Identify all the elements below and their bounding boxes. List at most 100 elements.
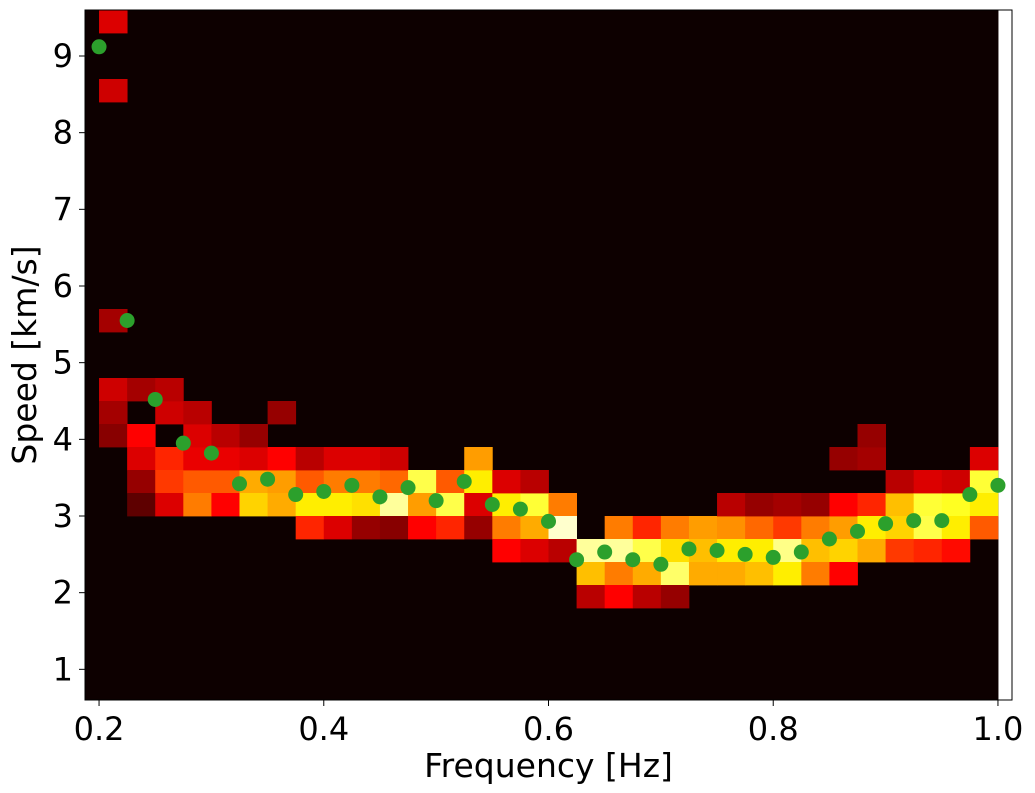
heatmap-cell [127, 424, 156, 448]
heatmap-cell [99, 378, 128, 402]
heatmap-cell [267, 470, 297, 494]
heatmap-cell [99, 79, 128, 103]
heatmap-cell [155, 447, 184, 471]
y-tick-label: 8 [53, 114, 73, 152]
heatmap-cell [351, 447, 381, 471]
heatmap-cell [857, 539, 886, 563]
heatmap-cell [211, 493, 240, 517]
heatmap-cell [913, 493, 943, 517]
scatter-point [175, 435, 191, 451]
heatmap-cell [885, 470, 915, 494]
heatmap-cell [829, 562, 858, 586]
heatmap-cells [99, 10, 999, 609]
heatmap-cell [295, 447, 325, 471]
heatmap-cell [773, 516, 802, 540]
heatmap-cell [155, 470, 184, 494]
heatmap-cell [660, 585, 690, 609]
heatmap-cell [464, 447, 493, 471]
heatmap-cell [801, 516, 830, 540]
heatmap-cell [323, 447, 353, 471]
x-tick-label: 0.6 [523, 710, 574, 748]
scatter-point [400, 480, 416, 496]
scatter-point [765, 549, 781, 565]
heatmap-cell [660, 516, 690, 540]
heatmap-cell [885, 539, 915, 563]
heatmap-cell [183, 493, 212, 517]
x-axis-label: Frequency [Hz] [424, 746, 673, 785]
heatmap-cell [969, 493, 999, 517]
scatter-point [91, 39, 107, 55]
heatmap-cell [688, 516, 718, 540]
heatmap-cell [801, 493, 830, 517]
scatter-point [316, 483, 332, 499]
scatter-point [793, 544, 809, 560]
heatmap-cell [604, 585, 634, 609]
heatmap-cell [913, 539, 943, 563]
heatmap-cell [745, 493, 774, 517]
heatmap-cell [408, 516, 437, 540]
heatmap-cell [632, 585, 662, 609]
heatmap-cell [660, 539, 690, 563]
heatmap-cell [155, 493, 184, 517]
heatmap-cell [885, 493, 915, 517]
heatmap-cell [717, 562, 746, 586]
heatmap-cell [913, 470, 943, 494]
scatter-point [597, 544, 613, 560]
heatmap-cell [829, 539, 858, 563]
heatmap-cell [941, 470, 971, 494]
scatter-point [344, 477, 360, 493]
scatter-point [653, 556, 669, 572]
heatmap-cell [464, 516, 493, 540]
heatmap-cell [969, 447, 999, 471]
heatmap-cell [492, 539, 521, 563]
heatmap-cell [464, 493, 493, 517]
y-axis-ticks: 1 2 3 4 5 6 7 8 9 [53, 37, 85, 688]
heatmap-cell [99, 309, 128, 333]
heatmap-cell [295, 493, 325, 517]
scatter-point [288, 487, 304, 503]
y-tick-label: 3 [53, 497, 73, 535]
heatmap-cell [717, 493, 746, 517]
heatmap-cell [379, 447, 409, 471]
heatmap-cell [183, 470, 212, 494]
heatmap-cell [267, 447, 297, 471]
heatmap-cell [520, 539, 549, 563]
scatter-points [91, 39, 1006, 572]
heatmap-cell [857, 447, 886, 471]
scatter-point [147, 391, 163, 407]
heatmap-cell [773, 493, 802, 517]
heatmap-cell [99, 10, 128, 34]
heatmap-cell [941, 539, 971, 563]
heatmap-cell [801, 539, 830, 563]
scatter-point [372, 489, 388, 505]
x-tick-label: 0.2 [74, 710, 125, 748]
heatmap-cell [351, 516, 381, 540]
y-tick-label: 4 [53, 420, 73, 458]
heatmap-cell [801, 562, 830, 586]
heatmap-cell [604, 516, 634, 540]
scatter-point [681, 541, 697, 557]
heatmap-cell [379, 516, 409, 540]
scatter-point [878, 516, 894, 532]
heatmap-cell [745, 516, 774, 540]
y-axis-label: Speed [km/s] [5, 245, 44, 464]
heatmap-cell [99, 401, 128, 425]
heatmap-cell [548, 493, 577, 517]
heatmap-cell [267, 493, 297, 517]
heatmap-cell [239, 470, 268, 494]
scatter-point [203, 445, 219, 461]
heatmap-cell [211, 470, 240, 494]
heatmap-cell [576, 562, 606, 586]
heatmap-cell [688, 562, 718, 586]
scatter-point [484, 497, 500, 512]
scatter-point [625, 552, 641, 568]
y-tick-label: 5 [53, 344, 73, 382]
heatmap-cell [127, 470, 156, 494]
y-tick-label: 9 [53, 37, 73, 75]
heatmap-cell [632, 562, 662, 586]
heatmap-cell [857, 493, 886, 517]
heatmap-cell [323, 493, 353, 517]
x-axis-ticks: 0.2 0.4 0.6 0.8 1.0 [74, 700, 1023, 748]
heatmap-cell [99, 424, 128, 448]
